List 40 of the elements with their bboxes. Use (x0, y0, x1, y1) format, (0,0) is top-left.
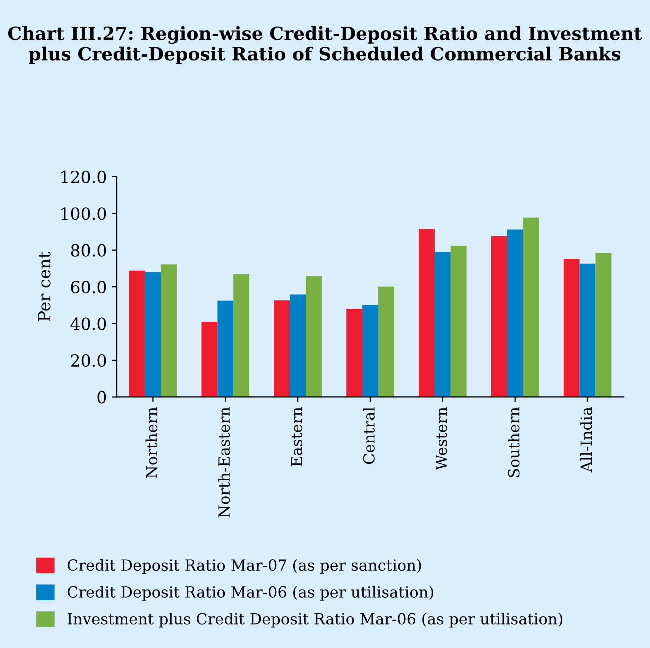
bar (218, 300, 234, 398)
x-tick-label: Northern (146, 407, 158, 478)
bar (523, 218, 540, 398)
bar (362, 305, 378, 398)
legend-label: Credit Deposit Ratio Mar-06 (as per utilisation) (68, 586, 434, 601)
bar (419, 229, 435, 398)
bar (274, 300, 290, 398)
y-tick-label: 80.0 (71, 244, 106, 257)
bar (378, 286, 394, 398)
y-tick-label: 120.0 (62, 170, 106, 184)
x-tick-label: Southern (508, 407, 520, 478)
chart-title: Chart III.27: Region-wise Credit-Deposit Ratio and Investment plus Credit-Deposit Ratio of Scheduled Commercial Banks (8, 26, 642, 64)
bar (202, 322, 218, 398)
bar (161, 264, 178, 398)
bar (306, 276, 322, 398)
bar (346, 309, 363, 398)
y-axis-title: Per cent (38, 252, 51, 322)
bar (434, 252, 451, 398)
x-tick-label: All-India (580, 407, 592, 473)
y-tick-label: 40.0 (70, 318, 106, 330)
y-tick-label: 100.0 (62, 208, 106, 220)
x-tick-label: Western (436, 407, 448, 471)
bar (450, 246, 467, 398)
x-tick-label: Eastern (291, 407, 303, 467)
legend-label: Investment plus Credit Deposit Ratio Mar-06 (as per utilisation) (68, 612, 563, 628)
bar (507, 230, 524, 398)
bar (596, 253, 612, 398)
bar (580, 264, 596, 398)
x-tick-label: North-Eastern (218, 407, 230, 518)
x-tick-label: Central (363, 407, 375, 464)
y-tick-label: 0 (98, 391, 106, 404)
bar (129, 270, 146, 398)
bar (290, 294, 306, 398)
y-tick-label: 60.0 (71, 281, 106, 294)
y-tick-label: 20.0 (71, 354, 106, 368)
bar (491, 236, 508, 398)
bar (234, 274, 250, 398)
bar (564, 259, 580, 398)
legend-label: Credit Deposit Ratio Mar-07 (as per sanction) (68, 559, 422, 574)
bar (145, 272, 162, 398)
